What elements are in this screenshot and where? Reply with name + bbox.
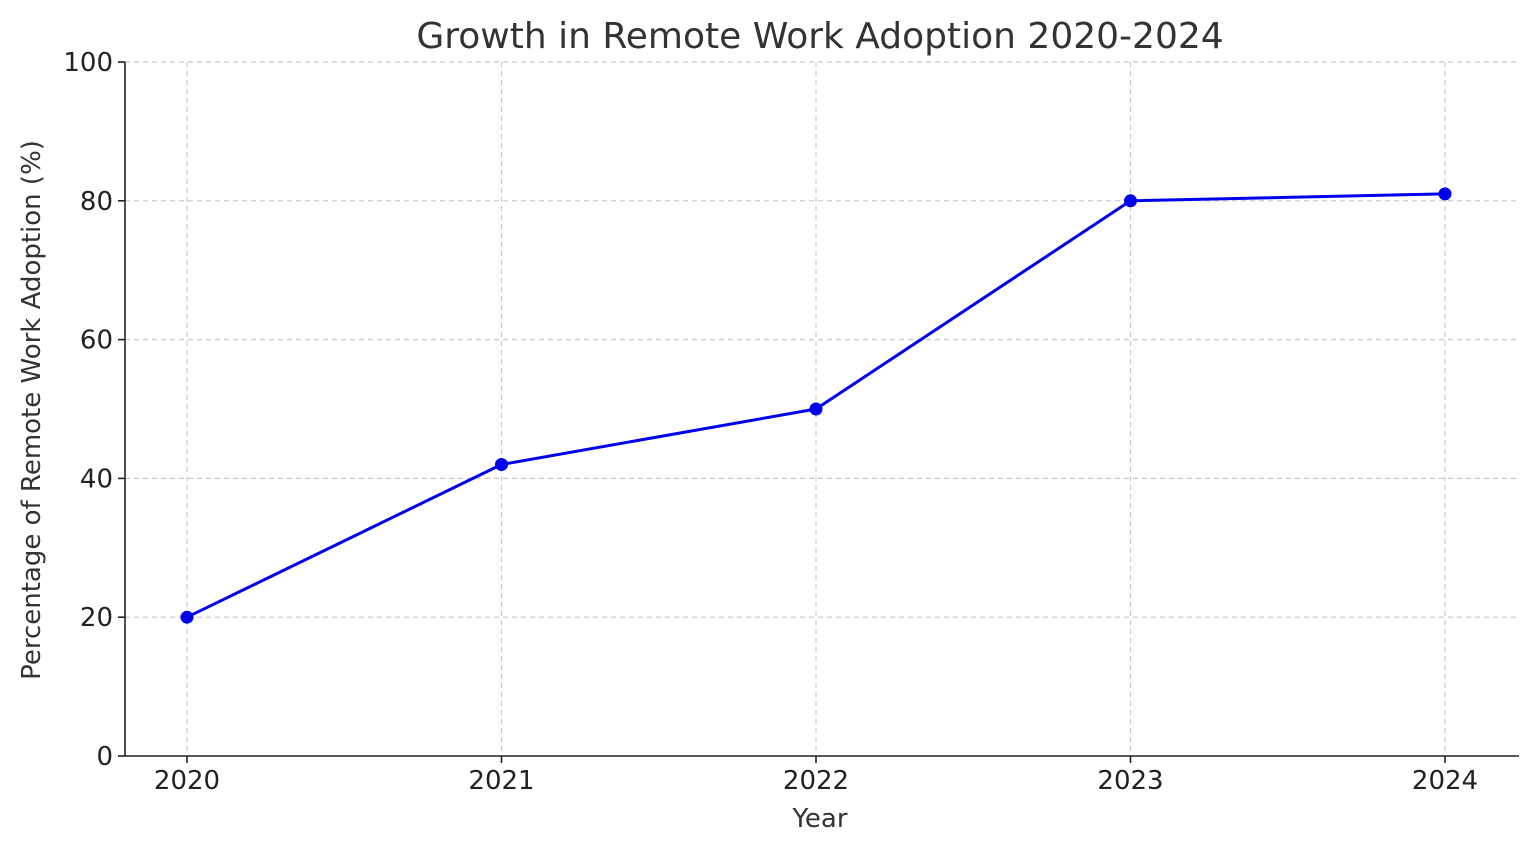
tick-labels: 0 20 40 60 80 100 2020 2021 2022 2023 2024 — [63, 48, 1478, 796]
x-tick-label-2023: 2023 — [1097, 766, 1163, 796]
x-axis-label: Year — [791, 804, 847, 834]
y-tick-label-40: 40 — [80, 464, 113, 494]
y-tick-label-80: 80 — [80, 187, 113, 217]
data-point-2022 — [809, 402, 823, 416]
chart-title: Growth in Remote Work Adoption 2020-2024 — [416, 16, 1223, 57]
x-tick-label-2020: 2020 — [154, 766, 220, 796]
x-tick-label-2024: 2024 — [1412, 766, 1478, 796]
y-tick-label-20: 20 — [80, 603, 113, 633]
data-point-2024 — [1438, 187, 1452, 201]
y-tick-label-100: 100 — [63, 48, 113, 78]
y-tick-label-0: 0 — [96, 742, 113, 772]
axes — [118, 61, 1519, 763]
x-tick-label-2021: 2021 — [468, 766, 534, 796]
x-tick-label-2022: 2022 — [783, 766, 849, 796]
y-axis-label: Percentage of Remote Work Adoption (%) — [17, 140, 47, 680]
data-point-2023 — [1124, 194, 1137, 208]
series-layer — [180, 187, 1452, 624]
data-point-2021 — [495, 458, 508, 472]
y-tick-label-60: 60 — [80, 326, 113, 356]
data-point-2020 — [180, 610, 194, 624]
